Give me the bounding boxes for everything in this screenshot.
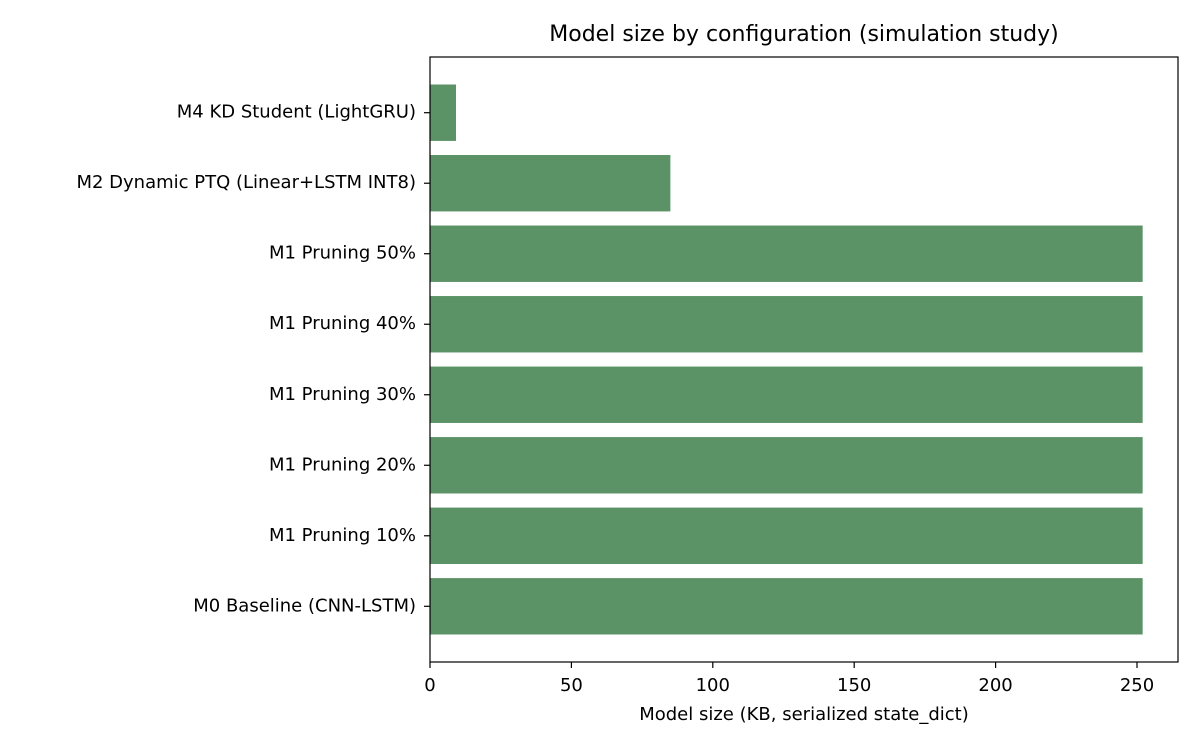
y-tick-label: M4 KD Student (LightGRU) xyxy=(177,102,416,123)
x-tick-label: 0 xyxy=(424,675,435,696)
plot-frame xyxy=(429,56,1179,663)
x-tick-label: 50 xyxy=(560,675,583,696)
y-tick-label: M1 Pruning 50% xyxy=(269,243,416,264)
y-tick-label: M0 Baseline (CNN-LSTM) xyxy=(193,595,416,616)
bar xyxy=(430,366,1143,423)
bar xyxy=(430,84,457,141)
bar xyxy=(430,225,1143,282)
y-tick-label: M1 Pruning 40% xyxy=(269,313,416,334)
bar xyxy=(430,296,1143,353)
y-tick-label: M1 Pruning 20% xyxy=(269,454,416,475)
x-tick-label: 200 xyxy=(978,675,1012,696)
x-axis-label: Model size (KB, serialized state_dict) xyxy=(639,704,969,725)
y-tick-label: M2 Dynamic PTQ (Linear+LSTM INT8) xyxy=(76,172,416,193)
x-tick-label: 250 xyxy=(1120,675,1154,696)
x-tick-label: 150 xyxy=(837,675,871,696)
bar xyxy=(430,578,1143,635)
bar xyxy=(430,437,1143,494)
x-tick-label: 100 xyxy=(696,675,730,696)
y-tick-label: M1 Pruning 10% xyxy=(269,525,416,546)
chart-title: Model size by configuration (simulation … xyxy=(549,22,1058,47)
bar xyxy=(430,155,671,212)
bar xyxy=(430,507,1143,564)
y-tick-label: M1 Pruning 30% xyxy=(269,384,416,405)
